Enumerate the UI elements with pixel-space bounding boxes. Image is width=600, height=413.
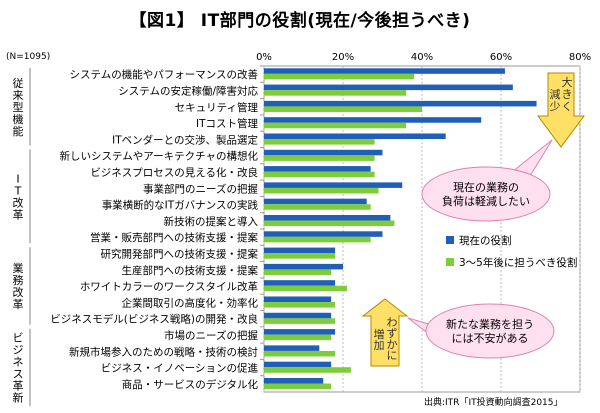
decrease-arrow: [537, 72, 585, 148]
x-tick-label: 60%: [490, 52, 512, 63]
bar-current: [264, 280, 336, 286]
source-note: 出典:ITR「IT投資動向調査2015」: [424, 398, 563, 408]
bubble-new-work: [425, 303, 555, 359]
category-label: 生産部門への技術支援・提案: [122, 264, 259, 277]
bar-current: [264, 361, 332, 368]
legend-swatch: [446, 258, 454, 266]
decrease-label: 減少: [550, 87, 561, 113]
bar-current: [264, 231, 383, 237]
bar-future: [264, 204, 371, 210]
category-label: システムの安定稼働/障害対応: [118, 84, 258, 97]
decrease-label: 大きく: [562, 75, 573, 113]
bar-current: [264, 296, 332, 303]
bar-current: [264, 100, 537, 107]
chart-title: 【図1】 IT部門の役割(現在/今後担うべき): [129, 11, 471, 31]
bar-future: [264, 269, 332, 275]
bar-current: [264, 182, 403, 188]
bar-future: [264, 253, 336, 259]
legend-swatch: [446, 236, 454, 244]
bar-current: [264, 198, 367, 205]
legend-label: 現在の役割: [459, 234, 512, 247]
bar-future: [264, 383, 332, 390]
legend-label: 3〜5年後に担うべき役割: [459, 256, 577, 269]
category-label: ITコスト管理: [196, 117, 259, 130]
bubble-new-work-text: 新たな業務を担う: [446, 317, 534, 331]
category-label: 営業・販売部門への技術支援・提案: [90, 231, 258, 244]
bar-future: [264, 334, 332, 341]
bar-current: [264, 329, 336, 335]
x-tick-label: 40%: [411, 52, 433, 63]
bar-current: [264, 214, 391, 221]
bubble-current-load-text: 現在の業務の: [453, 180, 519, 194]
bar-future: [264, 106, 422, 112]
bar-current: [264, 377, 324, 384]
bar-current: [264, 84, 513, 91]
bar-current: [264, 166, 371, 172]
category-label: 新しいシステムやアーキテクチャの構想化: [60, 150, 259, 163]
bar-current: [264, 68, 505, 74]
bubble-new-work-text: には不安がある: [452, 331, 529, 345]
bar-current: [264, 133, 446, 140]
bar-future: [264, 187, 379, 194]
x-tick-label: 80%: [569, 52, 591, 63]
bar-future: [264, 285, 347, 292]
category-label: 事業部門のニーズの把握: [143, 182, 258, 195]
bar-current: [264, 345, 320, 351]
category-label: 企業間取引の高度化・効率化: [122, 296, 259, 309]
category-label: システムの機能やパフォーマンスの改善: [70, 68, 258, 81]
bar-current: [264, 149, 383, 156]
bar-future: [264, 302, 336, 308]
bar-future: [264, 318, 336, 324]
x-tick-label: 0%: [256, 52, 272, 63]
increase-arrow: [361, 298, 409, 367]
bubble-current-load: [421, 166, 551, 222]
x-tick-label: 20%: [332, 52, 354, 63]
category-label: 市場のニーズの把握: [164, 329, 258, 342]
group-label: 業務改革: [13, 262, 24, 311]
sample-size-note: (N=1095): [6, 52, 51, 62]
category-label: ビジネス・イノベーションの促進: [101, 362, 259, 375]
bar-future: [264, 90, 407, 96]
bar-future: [264, 220, 395, 227]
category-label: ビジネスモデル(ビジネス戦略)の開発・改良: [50, 313, 258, 326]
group-label: ビジネス革新: [13, 332, 24, 405]
bar-current: [264, 247, 336, 254]
bar-current: [264, 312, 332, 319]
bubble-current-load-text: 負荷は軽減したい: [442, 194, 530, 208]
category-label: 商品・サービスのデジタル化: [122, 378, 259, 391]
category-label: 新規市場参入のための戦略・技術の検討: [69, 345, 258, 358]
bar-current: [264, 263, 343, 270]
bar-future: [264, 122, 407, 129]
bar-current: [264, 117, 482, 123]
category-label: 研究開発部門への技術支援・提案: [101, 247, 259, 260]
bar-future: [264, 350, 336, 357]
category-label: セキュリティ管理: [175, 101, 259, 114]
category-label: ビジネスプロセスの見える化・改良: [90, 166, 258, 179]
bar-future: [264, 139, 375, 145]
increase-label: わずかに: [387, 316, 398, 362]
category-label: 事業横断的なITガバナンスの実践: [102, 199, 259, 212]
increase-label: 増加: [374, 328, 385, 352]
category-label: ホワイトカラーのワークスタイル改革: [80, 280, 258, 293]
group-label: I T 改革: [13, 172, 24, 221]
bar-future: [264, 171, 375, 178]
group-label: 従来型機能: [13, 77, 24, 138]
bar-future: [264, 73, 415, 80]
category-label: ITベンダーとの交渉、製品選定: [112, 133, 258, 146]
bar-future: [264, 367, 351, 373]
bar-future: [264, 236, 371, 243]
category-label: 新技術の提案と導入: [164, 215, 259, 228]
bar-future: [264, 155, 375, 161]
